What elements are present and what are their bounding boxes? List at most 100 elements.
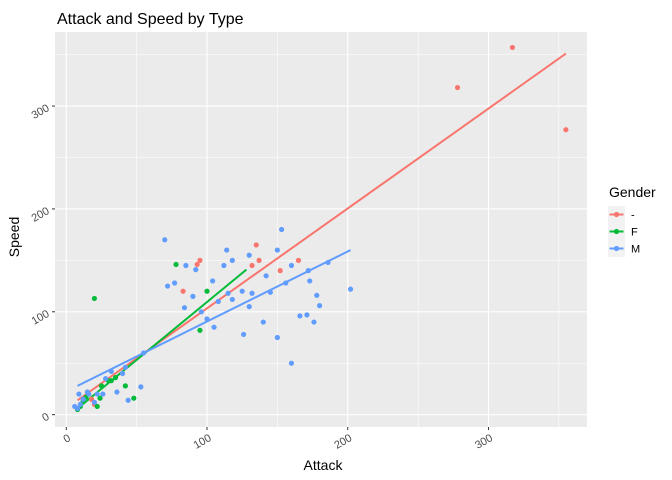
data-point [246, 252, 252, 258]
legend-key: F [608, 223, 638, 240]
data-point [288, 262, 295, 269]
data-point [240, 331, 247, 338]
legend-key-point [613, 245, 620, 252]
data-point [249, 290, 255, 296]
fit-line [76, 268, 248, 410]
y-axis: 0 100 200 300 [30, 102, 55, 424]
y-tick-label: 100 [30, 308, 52, 328]
data-point [122, 364, 128, 370]
grid-major [55, 32, 587, 427]
data-point [197, 257, 203, 263]
data-point [98, 383, 105, 389]
data-point [325, 259, 331, 266]
data-point [84, 389, 90, 395]
data-point [108, 368, 114, 375]
data-point [180, 288, 186, 294]
legend-key-point [613, 228, 620, 235]
chart-title: Attack and Speed by Type [57, 11, 244, 28]
legend-keys: - FM [608, 206, 640, 257]
data-point [267, 289, 273, 295]
legend-key: - [608, 206, 635, 223]
data-point [224, 247, 230, 253]
data-point [283, 280, 289, 286]
data-point [225, 290, 231, 296]
data-point [100, 391, 106, 397]
data-point [278, 226, 285, 233]
data-point [141, 350, 147, 356]
data-point [190, 293, 196, 299]
data-point [215, 298, 221, 305]
data-point [454, 84, 461, 91]
legend-label: F [631, 227, 638, 239]
data-point [311, 319, 317, 325]
data-point [194, 261, 200, 268]
data-point [72, 403, 78, 410]
data-point [229, 257, 235, 263]
data-point [316, 303, 323, 309]
data-point [274, 247, 280, 253]
data-point [263, 273, 269, 279]
data-point [119, 370, 126, 377]
data-point [211, 324, 217, 330]
data-point [198, 309, 204, 315]
data-point [94, 403, 100, 410]
data-point [80, 396, 86, 402]
data-point [162, 237, 168, 243]
data-point [173, 261, 179, 268]
grid-minor [55, 32, 587, 427]
y-tick-label: 200 [30, 205, 52, 225]
plot-panel [55, 32, 587, 427]
data-point [246, 304, 252, 310]
data-point [103, 376, 109, 382]
data-point [125, 397, 131, 403]
data-point [274, 334, 280, 341]
x-tick-label: 300 [473, 432, 495, 452]
data-point [181, 305, 188, 311]
data-point [277, 268, 283, 274]
data-point [122, 383, 128, 389]
x-axis: 0 100 200 300 [61, 427, 495, 452]
fit-line [77, 249, 352, 387]
data-point [204, 288, 210, 294]
data-point [295, 257, 302, 263]
y-tick-label: 0 [40, 411, 51, 424]
data-point [239, 288, 245, 294]
legend-label: - [631, 210, 635, 222]
data-point [253, 242, 259, 248]
data-point [347, 286, 354, 292]
y-tick-label: 300 [30, 102, 52, 122]
data-point [210, 278, 216, 284]
legend-key: M [608, 240, 640, 257]
data-point [94, 391, 100, 397]
data-point [307, 278, 313, 284]
data-point [91, 399, 98, 405]
data-point [314, 292, 320, 298]
data-point [183, 262, 189, 269]
data-point [91, 295, 98, 302]
legend: Gender - FM [608, 184, 656, 257]
data-point [97, 395, 103, 401]
data-point [304, 312, 310, 318]
data-point [164, 283, 171, 289]
legend-label: M [631, 244, 640, 256]
data-point [204, 316, 210, 322]
data-point [297, 313, 303, 319]
data-point [288, 360, 295, 366]
x-tick-label: 100 [192, 432, 214, 452]
data-point [221, 262, 227, 269]
data-point [249, 262, 255, 269]
legend-title: Gender [609, 184, 656, 200]
data-point [172, 280, 178, 286]
data-point [229, 296, 235, 303]
data-point [256, 257, 262, 263]
data-point [260, 319, 266, 325]
data-point [112, 375, 119, 381]
data-point [509, 44, 516, 51]
x-axis-title: Attack [304, 457, 344, 473]
data-point [76, 391, 82, 397]
data-point [77, 401, 83, 407]
fit-lines [76, 52, 567, 410]
data-points [72, 44, 569, 413]
data-point [138, 384, 144, 390]
